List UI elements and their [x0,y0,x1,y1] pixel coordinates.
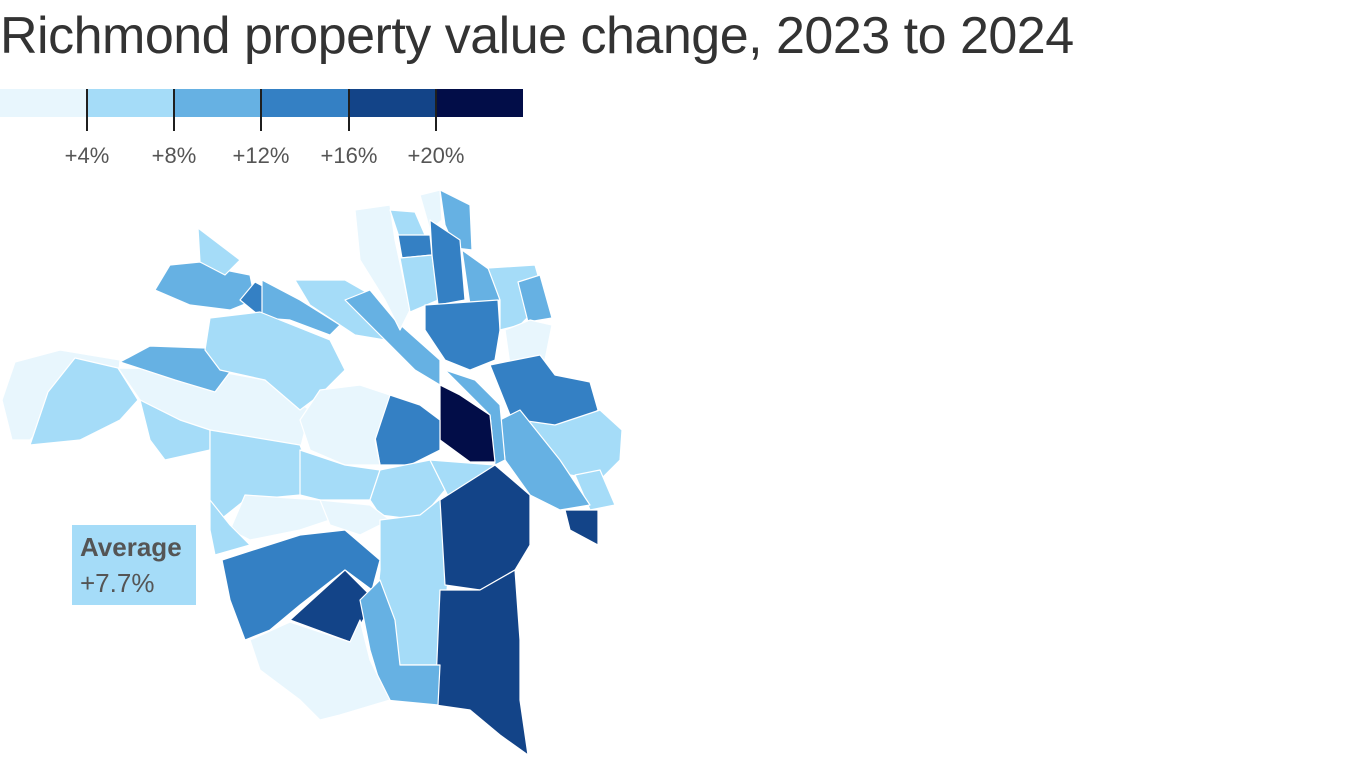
legend-swatch-2 [174,89,261,117]
map-region [344,289,441,386]
chart-title: Richmond property value change, 2023 to … [0,7,1074,65]
legend-tick-0 [86,89,88,131]
legend-swatch-3 [261,89,349,117]
map-region [319,499,391,536]
legend-tick-1 [173,89,175,131]
map-region [424,299,501,371]
legend-label-12pct: +12% [232,143,290,168]
legend-swatch-5 [436,89,523,117]
average-callout: Average +7.7% [72,525,196,605]
map-region [397,234,433,259]
legend-label-8pct: +8% [151,143,197,168]
map-region [359,579,441,706]
map-region [154,261,256,311]
legend-swatch-4 [349,89,436,117]
map-region [439,189,473,251]
legend-label-16pct: +16% [320,143,378,168]
map-region [429,219,466,306]
map-region [564,509,599,546]
map-region [439,464,531,591]
legend-label-4pct: +4% [64,143,110,168]
map-region [197,227,241,276]
legend-tick-3 [348,89,350,131]
map-region [209,499,251,556]
neighborhood-map [1,189,623,756]
map-region [517,274,553,323]
map-region [299,384,391,466]
legend-tick-2 [260,89,262,131]
map-region [204,311,346,411]
map-region [419,189,443,231]
map-region [29,357,139,446]
map-region [504,319,553,366]
average-value: +7.7% [80,568,155,598]
map-region [371,394,441,466]
legend-tick-4 [435,89,437,131]
legend-swatch-0 [0,89,87,117]
average-label: Average [80,532,182,562]
map-region [249,619,391,721]
color-legend: +4% +8% +12% +16% +20% [0,89,524,179]
map-region [434,569,529,756]
map-region [499,409,591,511]
legend-swatch-1 [87,89,174,117]
legend-label-20pct: +20% [407,143,465,168]
